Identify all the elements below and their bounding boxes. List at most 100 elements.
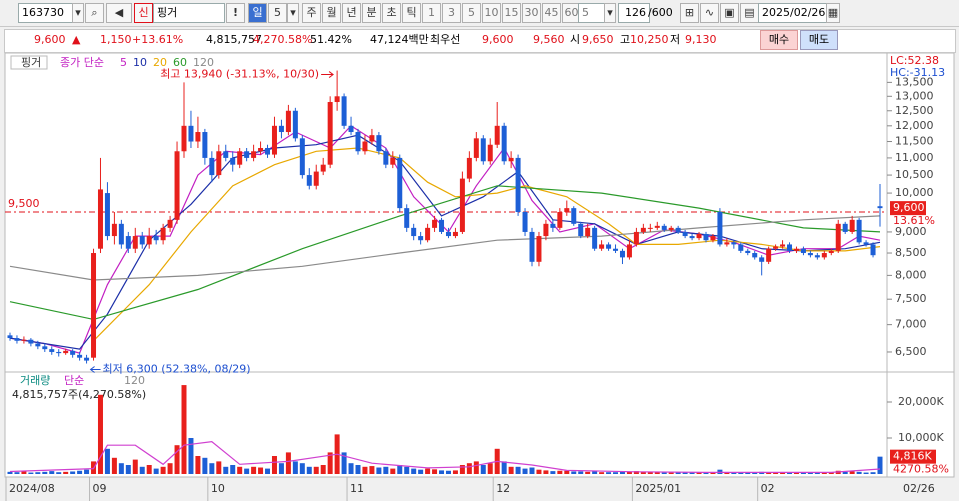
minute-button[interactable]: 15 <box>502 3 521 23</box>
day-button[interactable]: 일 <box>248 3 267 23</box>
volume-bar <box>856 471 862 474</box>
lc-label: LC:52.38 <box>890 54 939 67</box>
volume-bar <box>139 466 145 474</box>
candle-body <box>84 357 90 361</box>
chart-frame <box>4 53 955 478</box>
volume-bar <box>160 466 166 474</box>
volume-bar <box>724 472 730 474</box>
volume-bar <box>578 471 584 474</box>
volume-bar <box>821 472 827 474</box>
candle-body <box>327 102 333 165</box>
title-box <box>10 55 48 70</box>
volume-bar <box>606 472 612 474</box>
candle-body <box>619 250 625 258</box>
sound-button[interactable]: ◀︎ <box>106 3 132 23</box>
volume-bar <box>682 472 688 474</box>
volume-bar <box>418 469 424 474</box>
period-button[interactable]: 틱 <box>402 3 421 23</box>
high-label: 고 <box>620 33 631 46</box>
minute-button[interactable]: 1 <box>422 3 441 23</box>
tool-button[interactable]: ▤ <box>740 3 759 23</box>
open-label: 시 <box>570 33 581 46</box>
day-n[interactable]: 5 <box>268 3 287 23</box>
period-button[interactable]: 분 <box>362 3 381 23</box>
candle-body <box>724 242 730 245</box>
volume-bar <box>675 472 681 474</box>
volume-bar <box>543 470 549 474</box>
dropdown[interactable]: ▾ <box>72 3 84 23</box>
volume-bar <box>258 467 264 474</box>
volume-bar <box>146 465 152 474</box>
candle-body <box>42 346 48 350</box>
candle-body <box>153 236 159 241</box>
volume-note: 4,815,757주(4,270.58%) <box>12 388 146 401</box>
new-badge[interactable]: 신 <box>134 3 153 23</box>
candle-body <box>564 208 570 212</box>
candle-body <box>661 225 667 230</box>
candle-body <box>731 242 737 245</box>
name-input[interactable]: 핑거 <box>153 3 225 23</box>
search-button[interactable]: ⌕ <box>85 3 104 23</box>
volume-bar <box>362 466 368 474</box>
minute-button[interactable]: 10 <box>482 3 501 23</box>
last-pct: 13.61% <box>893 214 935 227</box>
count-input[interactable]: 126 <box>618 3 650 23</box>
x-tick-label: 02/26 <box>903 482 935 495</box>
calendar-button[interactable]: ▦ <box>826 3 840 23</box>
volume-bar <box>793 472 799 474</box>
tool-button[interactable]: ▣ <box>720 3 739 23</box>
volume-bar <box>592 471 598 474</box>
volume-bar <box>125 465 131 474</box>
sell-button[interactable]: 매도 <box>800 30 838 50</box>
candle-body <box>787 244 793 251</box>
candle-body <box>585 227 591 237</box>
volume-bar <box>35 472 41 474</box>
buy-button[interactable]: 매수 <box>760 30 798 50</box>
bid: 9,560 <box>533 33 565 46</box>
minute-button[interactable]: 30 <box>522 3 541 23</box>
volume-bar <box>104 448 110 474</box>
y-tick-label: 12,500 <box>895 104 934 117</box>
minute-button[interactable]: 5 <box>462 3 481 23</box>
period-button[interactable]: 년 <box>342 3 361 23</box>
volume-bar <box>195 456 201 474</box>
period-button[interactable]: 월 <box>322 3 341 23</box>
legend-label: 120 <box>124 374 145 387</box>
tool-button[interactable]: ⊞ <box>680 3 699 23</box>
ma-line <box>9 440 881 473</box>
minute-button[interactable]: 3 <box>442 3 461 23</box>
dropdown[interactable]: ▾ <box>287 3 299 23</box>
alert-button[interactable]: ! <box>226 3 245 23</box>
x-tick-label: 02 <box>761 482 775 495</box>
dropdown[interactable]: ▾ <box>604 3 616 23</box>
candle-body <box>578 223 584 237</box>
candle-body <box>125 236 131 249</box>
period-button[interactable]: 주 <box>302 3 321 23</box>
x-tick-label: 2024/08 <box>9 482 55 495</box>
volume-bar <box>292 461 298 474</box>
candle-body <box>599 244 605 249</box>
volume-bar <box>216 461 222 474</box>
candle-body <box>640 227 646 232</box>
x-tick-label: 2025/01 <box>635 482 681 495</box>
candle-body <box>571 208 577 224</box>
candle-body <box>501 125 507 162</box>
candle-body <box>230 157 236 165</box>
code-input[interactable]: 163730 <box>18 3 78 23</box>
unit-input[interactable]: 5 <box>578 3 610 23</box>
candle-body <box>132 236 138 249</box>
candle-body <box>111 223 117 237</box>
candle-body <box>118 223 124 245</box>
period-button[interactable]: 초 <box>382 3 401 23</box>
date-input[interactable]: 2025/02/26 <box>758 3 830 23</box>
volume-bar <box>251 466 257 474</box>
x-tick-label: 12 <box>496 482 510 495</box>
candle-body <box>251 151 257 158</box>
minute-button[interactable]: 45 <box>542 3 561 23</box>
reference-label: 9,500 <box>8 197 40 210</box>
tool-button[interactable]: ∿ <box>700 3 719 23</box>
candle-body <box>473 138 479 158</box>
volume-bar <box>849 471 855 474</box>
minute-button[interactable]: 60 <box>562 3 581 23</box>
candle-body <box>682 231 688 237</box>
